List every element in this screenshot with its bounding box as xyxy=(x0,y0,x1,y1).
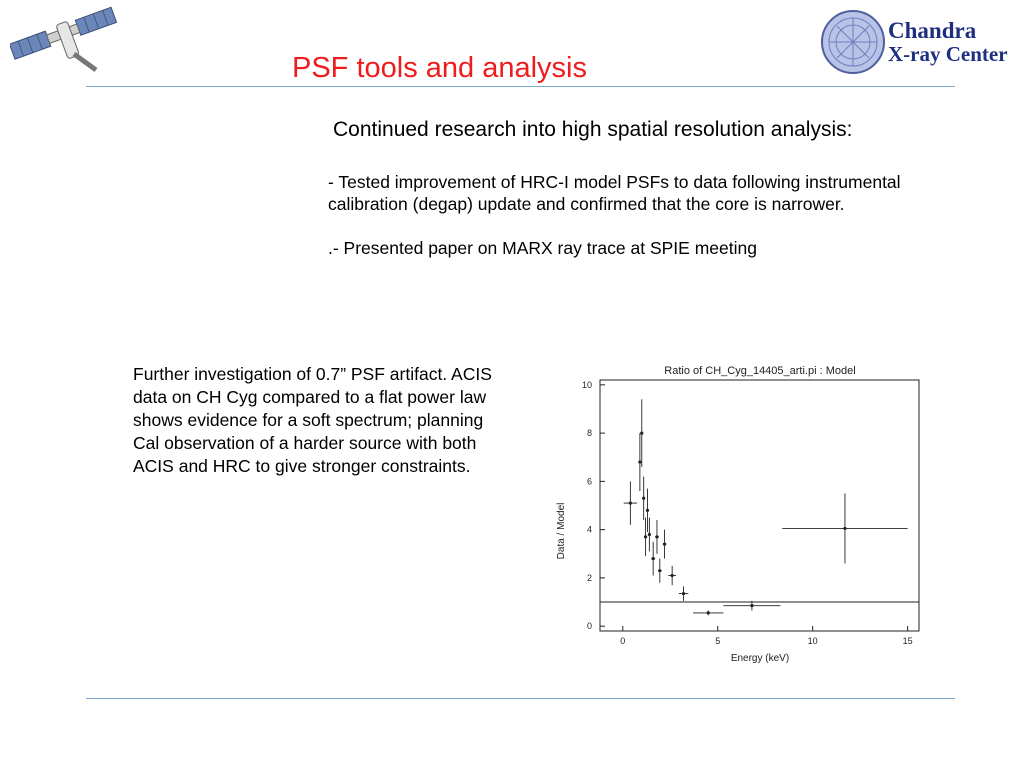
data-point xyxy=(662,529,667,559)
bottom-divider xyxy=(86,698,955,699)
data-point xyxy=(678,586,689,601)
page-title: PSF tools and analysis xyxy=(292,52,587,84)
data-point-marker xyxy=(843,526,847,531)
data-point xyxy=(645,488,650,533)
bullet-item-degap: - Tested improvement of HRC-I model PSFs… xyxy=(328,171,901,215)
x-tick-label: 5 xyxy=(715,636,720,646)
x-tick-label: 0 xyxy=(620,636,625,646)
x-tick-label: 15 xyxy=(903,636,913,646)
data-point-marker xyxy=(642,496,646,500)
data-point-marker xyxy=(643,535,648,539)
axis-ticks: 0 5 10 15 0 2 4 6 8 10 xyxy=(582,380,913,646)
data-point-marker xyxy=(670,573,674,578)
y-tick-label: 2 xyxy=(587,573,592,583)
y-tick-label: 10 xyxy=(582,380,592,390)
data-point-marker xyxy=(750,604,754,608)
data-point xyxy=(623,481,638,525)
data-point-marker xyxy=(640,431,644,435)
data-point xyxy=(638,433,642,492)
data-point xyxy=(640,399,644,467)
x-tick-label: 10 xyxy=(808,636,818,646)
section-subtitle: Continued research into high spatial res… xyxy=(333,118,853,141)
data-point xyxy=(693,610,724,616)
chandra-logo-emblem-icon xyxy=(821,10,885,74)
data-point xyxy=(643,517,648,557)
data-point-marker xyxy=(655,535,659,539)
data-point-marker xyxy=(647,532,651,537)
y-tick-label: 0 xyxy=(587,621,592,631)
data-point xyxy=(657,558,662,583)
data-point xyxy=(651,541,656,576)
psf-artifact-paragraph: Further investigation of 0.7” PSF artifa… xyxy=(133,364,492,476)
data-point-marker xyxy=(662,542,667,546)
data-point-marker xyxy=(658,569,662,573)
top-divider xyxy=(86,86,955,87)
data-point xyxy=(647,517,651,552)
bullet-line: calibration (degap) update and confirmed… xyxy=(328,194,845,214)
data-point-marker xyxy=(645,508,650,512)
data-point-marker xyxy=(706,611,710,615)
bullet-line: .- Presented paper on MARX ray trace at … xyxy=(328,238,757,258)
bullet-item-marx: .- Presented paper on MARX ray trace at … xyxy=(328,237,757,259)
data-point-marker xyxy=(681,591,686,596)
data-point xyxy=(668,565,676,586)
logo-line-1: Chandra xyxy=(888,18,977,43)
y-axis-label: Data / Model xyxy=(556,503,567,560)
data-point xyxy=(782,493,908,564)
data-point-marker xyxy=(628,501,632,505)
data-points xyxy=(623,399,908,616)
chandra-satellite-icon xyxy=(10,6,118,73)
x-axis-label: Energy (keV) xyxy=(731,653,789,664)
y-tick-label: 6 xyxy=(587,476,592,486)
data-point-marker xyxy=(651,556,655,561)
data-point-marker xyxy=(638,460,642,464)
data-point xyxy=(642,476,646,520)
plot-frame xyxy=(599,379,920,632)
ratio-chart: Ratio of CH_Cyg_14405_arti.pi : Model 0 5… xyxy=(556,365,920,664)
y-tick-label: 8 xyxy=(587,428,592,438)
logo-line-2: X-ray Center xyxy=(888,42,1008,66)
chart-title: Ratio of CH_Cyg_14405_arti.pi : Model xyxy=(664,365,855,377)
data-point xyxy=(723,600,781,611)
bullet-line: - Tested improvement of HRC-I model PSFs… xyxy=(328,172,901,192)
y-tick-label: 4 xyxy=(587,525,592,535)
data-point xyxy=(655,519,659,554)
chandra-logo-text: Chandra X-ray Center xyxy=(888,18,1008,65)
